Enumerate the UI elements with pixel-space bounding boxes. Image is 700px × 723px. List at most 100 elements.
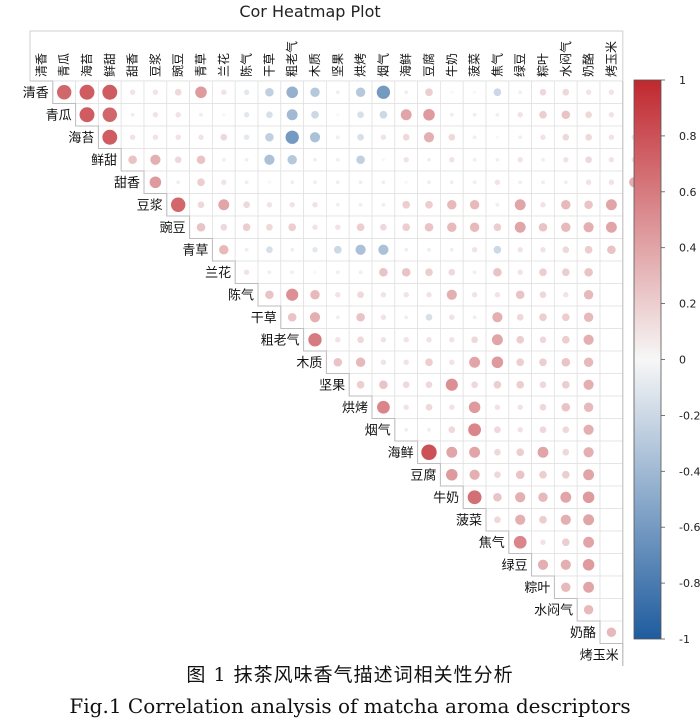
column-label: 菠菜 bbox=[468, 53, 482, 77]
cell-坚果-菠菜: 坚果 / 菠菜: 0.15 bbox=[471, 381, 478, 389]
cell-粽叶-奶酪: 粽叶 / 奶酪: 0.4 bbox=[583, 581, 595, 593]
cell-陈气-烟气: 陈气 / 烟气: 0.1 bbox=[380, 292, 387, 298]
cell-青草-焦气: 青草 / 焦气: -0.2 bbox=[493, 245, 502, 254]
grid-cell bbox=[599, 305, 624, 329]
cell-鲜甜-绿豆: 鲜甜 / 绿豆: 0.1 bbox=[517, 157, 523, 163]
column-label: 焦气 bbox=[489, 53, 504, 77]
cell-清香-甜香: 清香 / 甜香: 0.1 bbox=[129, 89, 136, 95]
cell-海苔-甜香: 海苔 / 甜香: 0.1 bbox=[129, 134, 136, 140]
cell-海鲜-豆腐: 海鲜 / 豆腐: 0.8 bbox=[421, 444, 437, 460]
grid-cell bbox=[599, 440, 624, 464]
cell-干草-焦气: 干草 / 焦气: 0.35 bbox=[492, 312, 503, 323]
cell-烟气-绿豆: 烟气 / 绿豆: 0.1 bbox=[517, 427, 523, 433]
cell-兰花-木质: 兰花 / 木质: 0 bbox=[313, 270, 317, 274]
colorbar-tick-label: -1 bbox=[679, 633, 690, 646]
cell-海苔-焦气: 海苔 / 焦气: 0 bbox=[495, 135, 499, 139]
cell-豌豆-焦气: 豌豆 / 焦气: 0.2 bbox=[493, 223, 502, 232]
row-label: 菠菜 bbox=[456, 513, 482, 528]
cell-兰花-粗老气: 兰花 / 粗老气: 0.05 bbox=[290, 270, 295, 275]
cell-青瓜-坚果: 青瓜 / 坚果: 0 bbox=[336, 113, 340, 117]
cell-豌豆-豆腐: 豌豆 / 豆腐: 0.25 bbox=[424, 222, 434, 232]
row-label: 焦气 bbox=[479, 535, 505, 551]
cell-兰花-牛奶: 兰花 / 牛奶: 0.15 bbox=[448, 268, 456, 276]
cell-青草-海鲜: 青草 / 海鲜: 0.05 bbox=[404, 247, 409, 252]
cell-水闷气-奶酪: 水闷气 / 奶酪: 0.3 bbox=[583, 605, 594, 615]
cell-甜香-奶酪: 甜香 / 奶酪: 0.1 bbox=[585, 179, 592, 185]
cell-甜香-木质: 甜香 / 木质: 0.05 bbox=[313, 180, 317, 185]
cell-兰花-海鲜: 兰花 / 海鲜: 0.25 bbox=[401, 267, 411, 277]
cell-甜香-陈气: 甜香 / 陈气: 0.05 bbox=[244, 180, 249, 185]
cell-豆浆-木质: 豆浆 / 木质: 0.1 bbox=[312, 202, 318, 208]
colorbar-tick-label: -0.2 bbox=[679, 409, 700, 422]
cell-海苔-烘烤: 海苔 / 烘烤: -0.15 bbox=[357, 133, 364, 141]
cell-清香-绿豆: 清香 / 绿豆: 0.05 bbox=[518, 90, 523, 95]
cell-甜香-绿豆: 甜香 / 绿豆: 0.05 bbox=[518, 180, 523, 185]
cell-豆浆-坚果: 豆浆 / 坚果: 0.05 bbox=[335, 202, 340, 207]
cell-甜香-水闷气: 甜香 / 水闷气: 0.05 bbox=[563, 180, 568, 185]
cell-清香-兰花: 清香 / 兰花: 0.1 bbox=[221, 89, 227, 95]
cell-豆浆-豆腐: 豆浆 / 豆腐: 0.2 bbox=[425, 200, 433, 209]
cell-焦气-水闷气: 焦气 / 水闷气: 0.2 bbox=[561, 538, 570, 547]
cell-青草-菠菜: 青草 / 菠菜: 0.1 bbox=[471, 247, 478, 253]
cell-绿豆-水闷气: 绿豆 / 水闷气: 0.35 bbox=[560, 559, 571, 570]
cell-海苔-菠菜: 海苔 / 菠菜: 0.05 bbox=[472, 135, 477, 140]
column-label: 豆浆 bbox=[147, 53, 162, 77]
cell-兰花-粽叶: 兰花 / 粽叶: 0.2 bbox=[539, 268, 547, 277]
cell-海苔-木质: 海苔 / 木质: -0.35 bbox=[309, 132, 321, 143]
cell-鲜甜-粽叶: 鲜甜 / 粽叶: 0.05 bbox=[541, 157, 545, 162]
cell-海苔-豆腐: 海苔 / 豆腐: 0.35 bbox=[423, 132, 435, 143]
cell-豌豆-粽叶: 豌豆 / 粽叶: 0.25 bbox=[538, 222, 548, 232]
cell-烘烤-奶酪: 烘烤 / 奶酪: 0.3 bbox=[583, 402, 594, 412]
cell-干草-菠菜: 干草 / 菠菜: 0.05 bbox=[472, 315, 477, 320]
colorbar-tick-label: 0.2 bbox=[679, 298, 697, 311]
cell-甜香-豆腐: 甜香 / 豆腐: 0.05 bbox=[427, 180, 431, 185]
cell-甜香-粗老气: 甜香 / 粗老气: 0.05 bbox=[290, 180, 295, 185]
cell-鲜甜-木质: 鲜甜 / 木质: 0.05 bbox=[313, 157, 317, 162]
row-label: 青瓜 bbox=[46, 108, 72, 123]
cell-烟气-海鲜: 烟气 / 海鲜: 0.05 bbox=[404, 427, 409, 432]
grid-cell bbox=[599, 485, 624, 509]
cell-陈气-粽叶: 陈气 / 粽叶: 0.15 bbox=[539, 291, 547, 299]
colorbar-tick-label: 0 bbox=[679, 354, 686, 367]
cell-青草-豆腐: 青草 / 豆腐: 0.05 bbox=[427, 247, 431, 252]
cell-木质-豆腐: 木质 / 豆腐: 0.2 bbox=[425, 358, 433, 367]
cell-木质-坚果: 木质 / 坚果: 0.25 bbox=[333, 357, 343, 367]
grid-cell bbox=[599, 260, 624, 284]
cell-兰花-菠菜: 兰花 / 菠菜: 0.05 bbox=[472, 270, 477, 275]
cell-清香-烤玉米: 清香 / 烤玉米: 0.1 bbox=[608, 89, 615, 95]
cell-海鲜-粽叶: 海鲜 / 粽叶: 0.4 bbox=[537, 446, 549, 458]
cell-青瓜-陈气: 青瓜 / 陈气: -0.1 bbox=[243, 112, 250, 118]
cell-豌豆-烟气: 豌豆 / 烟气: 0.15 bbox=[380, 223, 387, 231]
cell-干草-奶酪: 干草 / 奶酪: 0.3 bbox=[583, 312, 594, 322]
cell-清香-陈气: 清香 / 陈气: -0.1 bbox=[243, 89, 250, 95]
column-label: 木质 bbox=[308, 53, 322, 77]
column-label: 海鲜 bbox=[398, 53, 413, 77]
row-label: 奶酪 bbox=[570, 625, 596, 641]
cell-陈气-粗老气: 陈气 / 粗老气: 0.5 bbox=[286, 288, 299, 301]
cell-豆浆-牛奶: 豆浆 / 牛奶: 0.3 bbox=[447, 200, 457, 210]
cell-青草-水闷气: 青草 / 水闷气: 0.15 bbox=[562, 246, 570, 254]
cell-烘烤-烟气: 烘烤 / 烟气: 0.55 bbox=[377, 400, 390, 414]
cell-豆腐-焦气: 豆腐 / 焦气: 0.15 bbox=[494, 471, 501, 479]
cell-海苔-兰花: 海苔 / 兰花: 0.15 bbox=[220, 133, 228, 141]
cell-干草-豆腐: 干草 / 豆腐: -0.15 bbox=[425, 313, 433, 321]
cell-陈气-奶酪: 陈气 / 奶酪: 0.3 bbox=[583, 290, 594, 300]
column-label: 鲜甜 bbox=[103, 53, 117, 77]
cell-甜香-海鲜: 甜香 / 海鲜: 0 bbox=[404, 180, 408, 184]
cell-清香-干草: 清香 / 干草: -0.25 bbox=[265, 87, 274, 97]
cell-菠菜-焦气: 菠菜 / 焦气: 0.15 bbox=[494, 516, 501, 524]
cell-木质-牛奶: 木质 / 牛奶: 0.1 bbox=[449, 359, 455, 365]
cell-豆腐-奶酪: 豆腐 / 奶酪: 0.4 bbox=[583, 469, 595, 481]
cell-菠菜-水闷气: 菠菜 / 水闷气: 0.35 bbox=[560, 514, 571, 525]
cell-海鲜-牛奶: 海鲜 / 牛奶: 0.4 bbox=[446, 446, 458, 458]
row-label: 豆浆 bbox=[137, 198, 163, 213]
cell-青草-奶酪: 青草 / 奶酪: 0.2 bbox=[584, 245, 593, 254]
cell-清香-焦气: 清香 / 焦气: -0.2 bbox=[493, 88, 502, 97]
cell-烟气-奶酪: 烟气 / 奶酪: 0.35 bbox=[583, 424, 594, 435]
row-label: 坚果 bbox=[319, 378, 345, 393]
cell-清香-豌豆: 清香 / 豌豆: 0.15 bbox=[174, 88, 182, 96]
cell-烘烤-水闷气: 烘烤 / 水闷气: 0.25 bbox=[561, 402, 571, 412]
cell-干草-水闷气: 干草 / 水闷气: 0.2 bbox=[561, 313, 570, 322]
cell-烘烤-绿豆: 烘烤 / 绿豆: 0.1 bbox=[517, 404, 523, 410]
column-label: 坚果 bbox=[331, 53, 345, 77]
